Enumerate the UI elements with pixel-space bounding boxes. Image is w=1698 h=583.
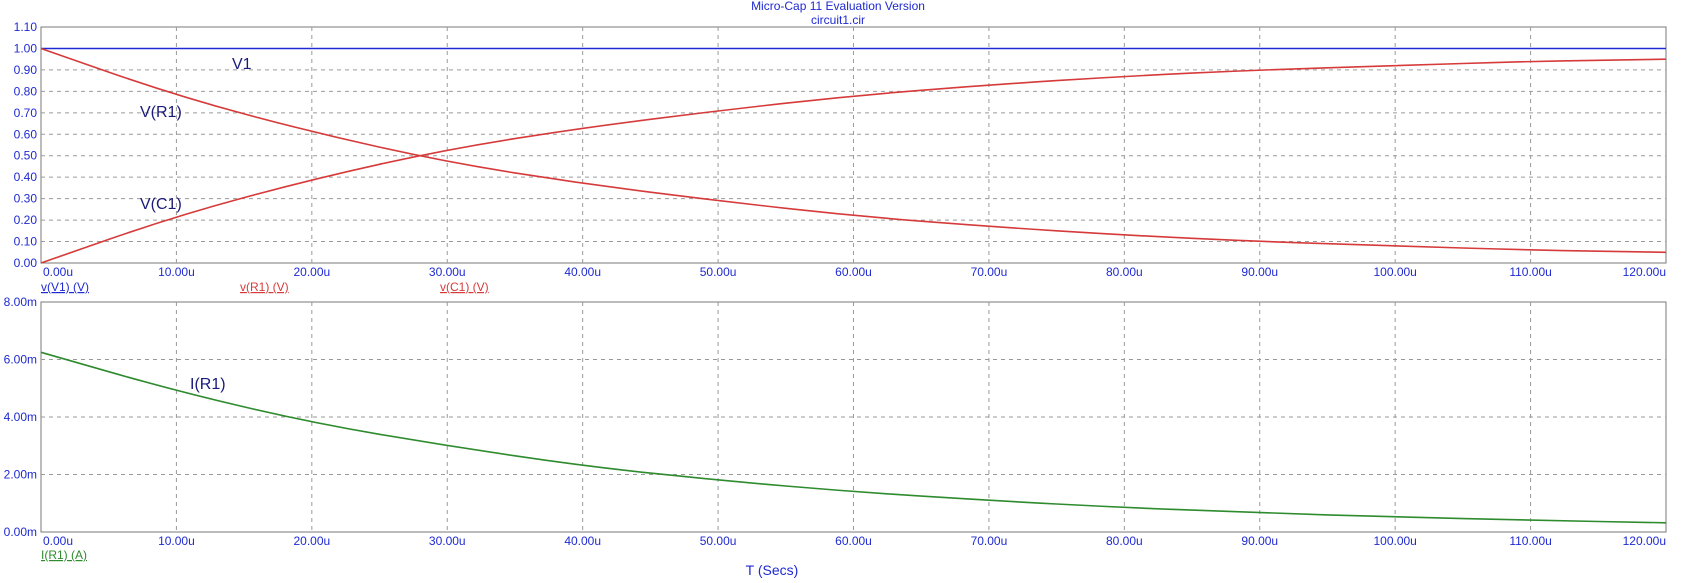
- x-tick-label: 40.00u: [564, 265, 601, 279]
- series-line-v-r1-: [40, 47, 1667, 254]
- x-tick-label: 70.00u: [971, 265, 1008, 279]
- x-tick-label: 50.00u: [700, 534, 737, 548]
- current-plot: 0.00m 2.00m 4.00m 6.00m 8.00m 0.00u 10.00u 20.…: [4, 295, 1667, 578]
- x-tick-label: 80.00u: [1106, 265, 1143, 279]
- current-series: [40, 351, 1667, 524]
- x-tick-label: 100.00u: [1373, 534, 1416, 548]
- voltage-plot: 0.00 0.10 0.20 0.30 0.40 0.50 0.60 0.70 0.80 0.90…: [14, 20, 1667, 294]
- y-tick-label: 0.40: [14, 170, 38, 184]
- current-grid: [41, 302, 1666, 532]
- x-tick-label: 10.00u: [158, 265, 195, 279]
- voltage-x-tick-labels: 0.00u 10.00u 20.00u 30.00u 40.00u 50.00u 60.00…: [43, 265, 1666, 279]
- label-vr1: V(R1): [140, 104, 182, 121]
- y-tick-label: 0.90: [14, 63, 38, 77]
- x-tick-label: 40.00u: [564, 534, 601, 548]
- x-tick-label: 120.00u: [1623, 534, 1666, 548]
- y-tick-label: 0.50: [14, 149, 38, 163]
- y-tick-label: 4.00m: [4, 410, 37, 424]
- y-tick-label: 0.70: [14, 106, 38, 120]
- x-tick-label: 30.00u: [429, 265, 466, 279]
- label-vc1: V(C1): [140, 196, 182, 213]
- x-tick-label: 90.00u: [1241, 534, 1278, 548]
- current-x-tick-labels: 0.00u 10.00u 20.00u 30.00u 40.00u 50.00u 60.00…: [43, 534, 1666, 548]
- series-line-i-r1-: [40, 351, 1667, 524]
- x-tick-label: 90.00u: [1241, 265, 1278, 279]
- x-tick-label: 30.00u: [429, 534, 466, 548]
- y-tick-label: 1.00: [14, 41, 38, 55]
- y-tick-label: 0.10: [14, 235, 38, 249]
- y-tick-label: 2.00m: [4, 468, 37, 482]
- label-ir1: I(R1): [190, 376, 226, 393]
- x-tick-label: 60.00u: [835, 265, 872, 279]
- label-v1: V1: [232, 56, 252, 73]
- x-axis-title: T (Secs): [746, 562, 799, 578]
- x-tick-label: 0.00u: [43, 534, 73, 548]
- y-tick-label: 0.20: [14, 213, 38, 227]
- file-name: circuit1.cir: [811, 13, 865, 27]
- legend-v-c1: v(C1) (V): [440, 280, 489, 294]
- x-tick-label: 120.00u: [1623, 265, 1666, 279]
- y-tick-label: 6.00m: [4, 353, 37, 367]
- x-tick-label: 60.00u: [835, 534, 872, 548]
- window-title: Micro-Cap 11 Evaluation Version: [751, 0, 925, 13]
- x-tick-label: 0.00u: [43, 265, 73, 279]
- series-line-v-c1-: [40, 58, 1667, 264]
- y-tick-label: 0.00: [14, 256, 38, 270]
- y-tick-label: 0.60: [14, 127, 38, 141]
- x-tick-label: 20.00u: [293, 534, 330, 548]
- x-tick-label: 110.00u: [1509, 534, 1552, 548]
- x-tick-label: 80.00u: [1106, 534, 1143, 548]
- y-tick-label: 1.10: [14, 20, 38, 34]
- y-tick-label: 0.00m: [4, 525, 37, 539]
- x-tick-label: 70.00u: [971, 534, 1008, 548]
- legend-v-r1: v(R1) (V): [240, 280, 289, 294]
- current-y-tick-labels: 0.00m 2.00m 4.00m 6.00m 8.00m: [4, 295, 37, 539]
- legend-v-v1: v(V1) (V): [41, 280, 89, 294]
- y-tick-label: 8.00m: [4, 295, 37, 309]
- x-tick-label: 20.00u: [293, 265, 330, 279]
- voltage-grid: [41, 27, 1666, 263]
- y-tick-label: 0.30: [14, 192, 38, 206]
- x-tick-label: 10.00u: [158, 534, 195, 548]
- legend-i-r1: I(R1) (A): [41, 548, 87, 562]
- voltage-series: [40, 47, 1667, 264]
- x-tick-label: 50.00u: [700, 265, 737, 279]
- x-tick-label: 110.00u: [1509, 265, 1552, 279]
- y-tick-label: 0.80: [14, 84, 38, 98]
- voltage-y-tick-labels: 0.00 0.10 0.20 0.30 0.40 0.50 0.60 0.70 0.80 0.90…: [14, 20, 38, 270]
- x-tick-label: 100.00u: [1373, 265, 1416, 279]
